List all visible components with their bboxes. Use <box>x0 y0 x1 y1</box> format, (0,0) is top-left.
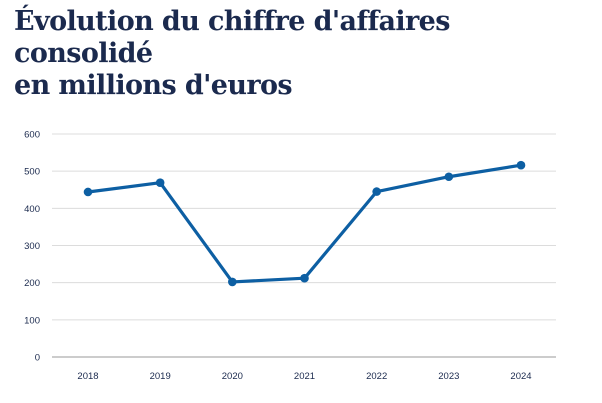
chart-title: Évolution du chiffre d'affaires consolid… <box>14 6 594 102</box>
y-tick-label: 200 <box>24 278 40 289</box>
x-tick-label: 2020 <box>222 371 243 382</box>
x-tick-label: 2019 <box>150 371 171 382</box>
x-tick-label: 2022 <box>366 371 387 382</box>
series-line <box>86 163 523 284</box>
chart-title-line-2: en millions d'euros <box>14 70 293 101</box>
y-tick-label: 600 <box>24 130 40 141</box>
y-axis-ticks: 0 100 200 300 400 500 600 <box>24 130 40 364</box>
data-point <box>228 277 237 287</box>
gridlines <box>52 133 556 358</box>
y-tick-label: 300 <box>24 241 40 252</box>
x-tick-label: 2024 <box>510 371 531 382</box>
x-axis-ticks: 2018 2019 2020 2021 2022 2023 2024 <box>77 371 531 382</box>
x-tick-label: 2023 <box>438 371 459 382</box>
y-tick-label: 400 <box>24 204 40 215</box>
data-point <box>444 172 454 182</box>
chart-title-line-1: Évolution du chiffre d'affaires consolid… <box>14 6 450 69</box>
data-point <box>83 187 93 197</box>
y-tick-label: 500 <box>24 167 40 178</box>
y-tick-label: 100 <box>24 315 40 326</box>
data-point <box>300 273 309 283</box>
data-point <box>372 187 381 196</box>
y-tick-label: 0 <box>35 353 40 364</box>
data-point <box>155 178 165 187</box>
x-tick-label: 2021 <box>294 371 315 382</box>
series-layer <box>83 160 526 287</box>
x-tick-label: 2018 <box>77 371 98 382</box>
data-point <box>516 160 526 170</box>
